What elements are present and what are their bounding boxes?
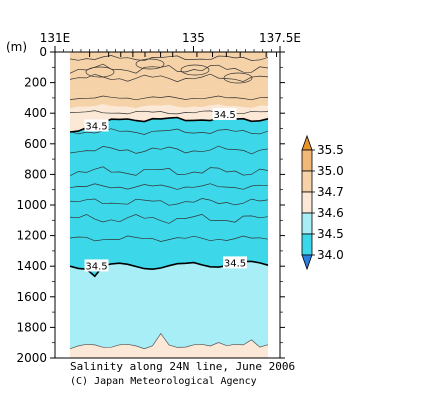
- y-tick-label: 1000: [16, 198, 47, 212]
- y-tick-label: 2000: [16, 351, 47, 365]
- y-tick-label: 1800: [16, 320, 47, 334]
- contour-label-bg: [212, 107, 237, 120]
- y-tick-label: 200: [24, 76, 47, 90]
- contour-line: [69, 63, 269, 74]
- contour-line: [69, 214, 269, 224]
- colorbar-label: 35.0: [317, 164, 344, 178]
- colorbar-segment: [301, 170, 313, 193]
- colorbar-segment: [301, 212, 313, 235]
- contour-line: [69, 145, 269, 155]
- colorbar-label: 35.5: [317, 143, 344, 157]
- x-tick-label: 137.5E: [259, 31, 301, 45]
- x-tick-label: 131E: [40, 31, 71, 45]
- contour-line: [69, 235, 269, 242]
- colorbar-label: 34.6: [317, 206, 344, 220]
- axes: (m) 131E 135 137.5E 0 200 400 600 800 1000 1200 14…: [6, 31, 301, 365]
- colorbar-bottom-triangle: [301, 254, 313, 271]
- y-unit-label: (m): [6, 40, 27, 54]
- contour-line: [69, 166, 269, 177]
- band-345-346-deep: [70, 261, 268, 349]
- contour-label: 34.5: [224, 258, 246, 269]
- y-tick-label: 1400: [16, 259, 47, 273]
- contour-loop: [135, 58, 165, 70]
- colorbar-segment: [301, 149, 313, 172]
- contour-loop: [223, 72, 253, 84]
- colorbar: 35.5 35.0 34.7 34.6 34.5 34.0: [301, 134, 344, 271]
- contour-line: [69, 198, 269, 206]
- contour-line: [69, 55, 269, 62]
- contour-label: 34.5: [85, 121, 107, 132]
- contour-label: 34.5: [85, 261, 107, 272]
- y-tick-label: 1200: [16, 229, 47, 243]
- chart-title: Salinity along 24N line, June 2006: [70, 360, 296, 373]
- colorbar-label: 34.0: [317, 248, 344, 262]
- contour-label-bg: [84, 259, 109, 272]
- colorbar-segment: [301, 233, 313, 256]
- plot-area: 34.5 34.5 34.5 34.5: [69, 52, 269, 358]
- contour-line: [69, 95, 269, 101]
- colorbar-label: 34.5: [317, 227, 344, 241]
- contour-label-bg: [84, 119, 109, 132]
- contour-loop: [180, 64, 210, 76]
- contour-line: [69, 183, 269, 190]
- y-tick-label: 800: [24, 167, 47, 181]
- chart-credit: (C) Japan Meteorological Agency: [70, 376, 257, 387]
- band-340-345: [70, 117, 268, 277]
- y-tick-label: 600: [24, 137, 47, 151]
- band-346-347-bottom: [70, 333, 268, 358]
- y-tick-label: 1600: [16, 290, 47, 304]
- band-347-350-lower: [70, 86, 268, 109]
- colorbar-segment: [301, 191, 313, 214]
- contour-label-bg: [223, 256, 247, 269]
- x-tick-label: 135: [182, 31, 205, 45]
- colorbar-top-triangle: [301, 134, 313, 151]
- contour-bottom: [69, 332, 269, 350]
- colorbar-label: 34.7: [317, 185, 344, 199]
- y-tick-label: 0: [39, 45, 47, 59]
- contour-label: 34.5: [213, 110, 235, 121]
- y-tick-label: 400: [24, 106, 47, 120]
- band-347-350: [70, 52, 268, 91]
- contour-loop: [85, 66, 115, 78]
